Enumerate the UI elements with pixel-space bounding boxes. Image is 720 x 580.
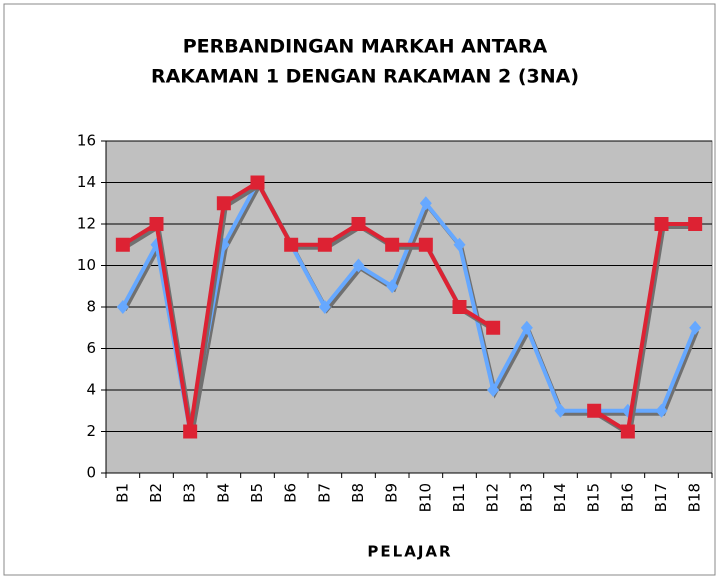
y-tick-label: 0 bbox=[86, 464, 96, 482]
x-tick-label: B13 bbox=[517, 483, 535, 512]
x-tick-label: B14 bbox=[551, 483, 569, 512]
series-line bbox=[593, 222, 696, 434]
marker bbox=[486, 320, 501, 335]
marker bbox=[216, 196, 231, 211]
chart-title: RAKAMAN 1 DENGAN RAKAMAN 2 (3NA) bbox=[151, 66, 579, 88]
marker bbox=[418, 237, 433, 252]
y-tick-label: 10 bbox=[77, 256, 96, 274]
marker bbox=[654, 217, 669, 231]
marker bbox=[352, 258, 365, 273]
marker bbox=[655, 403, 668, 418]
marker bbox=[620, 424, 635, 439]
y-tick-label: 8 bbox=[86, 298, 96, 316]
marker bbox=[115, 237, 130, 252]
marker bbox=[351, 217, 366, 231]
marker bbox=[453, 237, 466, 252]
marker bbox=[554, 403, 567, 418]
marker bbox=[419, 196, 432, 211]
marker bbox=[317, 237, 332, 252]
x-tick-label: B10 bbox=[416, 483, 434, 512]
marker bbox=[284, 237, 299, 252]
x-tick-label: B17 bbox=[652, 483, 670, 512]
marker bbox=[116, 300, 129, 314]
marker bbox=[452, 300, 467, 314]
x-tick-label: B16 bbox=[618, 483, 636, 512]
x-tick-label: B7 bbox=[315, 483, 333, 503]
y-tick-label: 14 bbox=[77, 173, 96, 191]
marker bbox=[183, 424, 198, 439]
y-tick-label: 16 bbox=[77, 132, 96, 150]
x-axis-title: PELAJAR bbox=[367, 543, 452, 561]
marker bbox=[250, 175, 265, 190]
x-tick-label: B3 bbox=[181, 483, 199, 503]
x-tick-label: B15 bbox=[585, 483, 603, 512]
x-tick-label: B5 bbox=[248, 483, 266, 503]
x-tick-label: B1 bbox=[113, 483, 131, 503]
x-tick-label: B2 bbox=[147, 483, 165, 503]
x-tick-label: B8 bbox=[349, 483, 367, 503]
x-tick-label: B6 bbox=[282, 483, 300, 503]
marker bbox=[386, 279, 399, 294]
series-line bbox=[121, 180, 495, 434]
chart-title: PERBANDINGAN MARKAH ANTARA bbox=[183, 36, 548, 58]
y-tick-label: 2 bbox=[86, 422, 96, 440]
marker bbox=[520, 320, 533, 335]
marker bbox=[688, 217, 703, 231]
marker bbox=[487, 383, 500, 397]
x-tick-label: B12 bbox=[484, 483, 502, 512]
y-tick-label: 12 bbox=[77, 215, 96, 233]
marker bbox=[385, 237, 400, 252]
marker bbox=[689, 320, 702, 335]
marker bbox=[318, 300, 331, 314]
x-tick-label: B18 bbox=[686, 483, 704, 512]
x-tick-label: B4 bbox=[214, 483, 232, 503]
marker bbox=[587, 403, 602, 418]
x-tick-label: B9 bbox=[383, 483, 401, 503]
y-tick-label: 6 bbox=[86, 339, 96, 357]
x-tick-label: B11 bbox=[450, 483, 468, 512]
y-tick-label: 4 bbox=[86, 381, 96, 399]
marker bbox=[149, 217, 164, 231]
